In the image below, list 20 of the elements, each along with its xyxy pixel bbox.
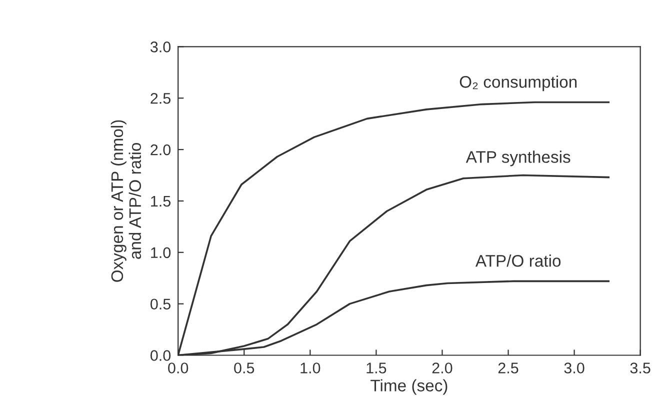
x-tick-label: 2.0 — [432, 362, 452, 374]
series-label: O₂ consumption — [460, 76, 577, 92]
x-tick-label: 0.0 — [168, 362, 188, 374]
series-label: ATP/O ratio — [475, 254, 561, 267]
y-tick-label: 1.0 — [151, 247, 171, 258]
y-tick-label: 1.5 — [151, 196, 171, 207]
series-label: ATP synthesis — [466, 150, 570, 166]
x-axis-title: Time (sec) — [370, 379, 448, 395]
y-tick-label: 3.0 — [150, 42, 171, 52]
y-axis-title: Oxygen or ATP (nmol) and ATP/O ratio — [110, 120, 142, 282]
x-tick-label: 1.0 — [300, 362, 320, 374]
y-tick-label: 0.5 — [150, 298, 171, 310]
y-tick-label: 2.5 — [150, 92, 171, 104]
y-tick-label: 2.0 — [150, 144, 171, 156]
x-tick-label: 0.5 — [234, 362, 254, 374]
x-tick-label: 1.5 — [366, 362, 386, 374]
x-tick-label: 3.0 — [564, 362, 584, 374]
y-tick-label: 0.0 — [150, 350, 171, 361]
x-tick-label: 3.5 — [630, 362, 650, 374]
x-tick-label: 2.5 — [498, 362, 518, 374]
